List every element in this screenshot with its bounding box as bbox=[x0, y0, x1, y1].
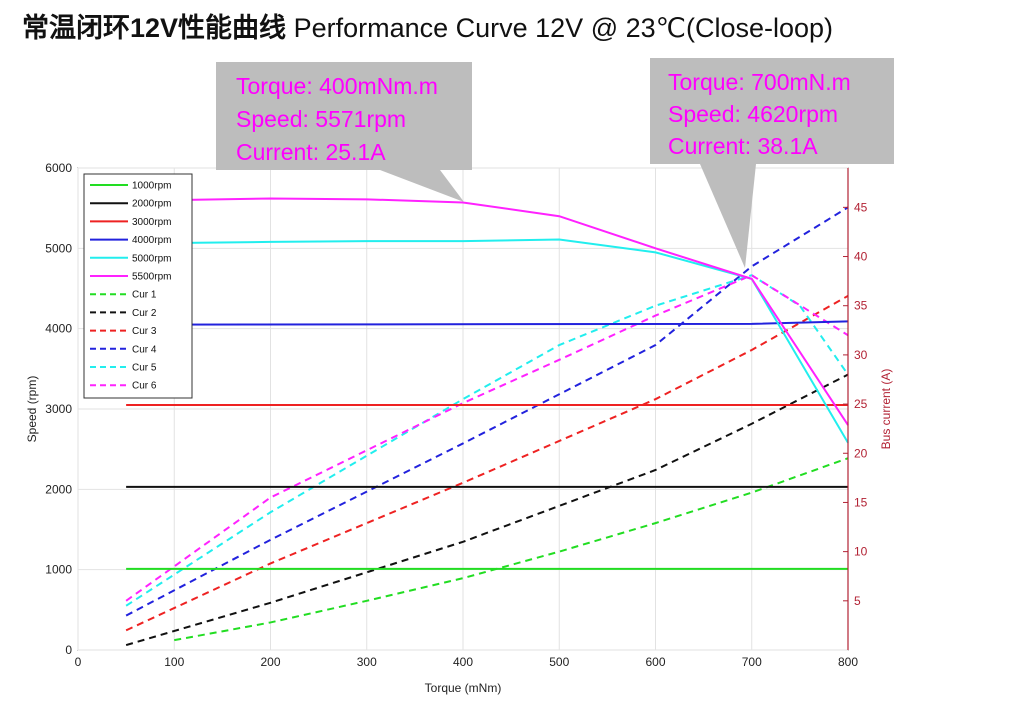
legend-label: Cur 5 bbox=[132, 363, 157, 374]
x-axis-ticks: 0 100 200 300 400 500 600 700 800 bbox=[75, 655, 859, 669]
y-tick-label: 4000 bbox=[45, 322, 72, 336]
legend-label: Cur 3 bbox=[132, 326, 157, 337]
y2-tick-label: 40 bbox=[854, 250, 868, 264]
y2-axis-ticks: 5 10 15 20 25 30 35 40 45 bbox=[843, 200, 868, 608]
y-tick-label: 1000 bbox=[45, 563, 72, 577]
legend-label: Cur 4 bbox=[132, 344, 157, 355]
speed-series-line-4000rpm bbox=[126, 320, 849, 326]
axes: 0 100 200 300 400 500 600 700 800 0 1000 2000 3000 4… bbox=[25, 161, 893, 695]
callout-2-speed: Speed: 4620rpm bbox=[668, 101, 838, 127]
current-series-line-4 bbox=[125, 206, 849, 617]
y-tick-label: 2000 bbox=[45, 482, 72, 496]
x-tick-label: 400 bbox=[453, 655, 473, 669]
speed-series-line-5500rpm bbox=[126, 197, 849, 426]
legend: 1000rpm 2000rpm 3000rpm 4000rpm 5000rpm 5500r… bbox=[83, 173, 193, 399]
y-axis-label: Speed (rpm) bbox=[25, 376, 39, 443]
legend-label: 5500rpm bbox=[132, 272, 171, 283]
y2-tick-label: 5 bbox=[854, 594, 861, 608]
y-tick-label: 5000 bbox=[45, 241, 72, 255]
legend-box bbox=[83, 173, 193, 399]
legend-label: 5000rpm bbox=[132, 253, 171, 264]
callout-400: Torque: 400mNm.m Speed: 5571rpm Current:… bbox=[216, 62, 472, 202]
current-series-line-3 bbox=[125, 295, 849, 632]
current-series-line-6 bbox=[125, 274, 849, 602]
legend-label: Cur 1 bbox=[132, 290, 157, 301]
callout-1-torque: Torque: 400mNm.m bbox=[236, 73, 438, 99]
x-tick-label: 200 bbox=[260, 655, 280, 669]
current-series-line-2 bbox=[125, 373, 849, 647]
x-tick-label: 500 bbox=[549, 655, 569, 669]
x-tick-label: 800 bbox=[838, 655, 858, 669]
x-tick-label: 600 bbox=[645, 655, 665, 669]
callout-700: Torque: 700mN.m Speed: 4620rpm Current: … bbox=[650, 58, 894, 268]
legend-label: 2000rpm bbox=[132, 199, 171, 210]
y-tick-label: 6000 bbox=[45, 161, 72, 175]
x-tick-label: 300 bbox=[357, 655, 377, 669]
current-series-line-5 bbox=[125, 274, 849, 607]
legend-label: Cur 2 bbox=[132, 308, 157, 319]
y-axis-ticks: 0 1000 2000 3000 4000 5000 6000 bbox=[45, 161, 72, 657]
y2-tick-label: 45 bbox=[854, 200, 868, 214]
callout-box-1 bbox=[216, 62, 472, 170]
callout-1-speed: Speed: 5571rpm bbox=[236, 106, 406, 132]
chart-title: 常温闭环12V性能曲线 Performance Curve 12V @ 23℃(… bbox=[22, 6, 833, 45]
callouts: Torque: 400mNm.m Speed: 5571rpm Current:… bbox=[216, 58, 894, 268]
callout-pointer-2 bbox=[700, 164, 756, 268]
legend-label: Cur 6 bbox=[132, 381, 157, 392]
y2-tick-label: 15 bbox=[854, 495, 868, 509]
legend-label: 4000rpm bbox=[132, 235, 171, 246]
y2-tick-label: 20 bbox=[854, 446, 868, 460]
x-tick-label: 100 bbox=[164, 655, 184, 669]
callout-pointer-1 bbox=[380, 170, 464, 202]
callout-1-current: Current: 25.1A bbox=[236, 139, 386, 165]
series-group bbox=[125, 197, 849, 647]
y-tick-label: 3000 bbox=[45, 402, 72, 416]
y2-axis-label: Bus current (A) bbox=[879, 369, 893, 450]
legend-label: 1000rpm bbox=[132, 181, 171, 192]
x-axis-label: Torque (mNm) bbox=[425, 681, 502, 695]
y2-tick-label: 35 bbox=[854, 299, 868, 313]
title-english: Performance Curve 12V @ 23℃(Close-loop) bbox=[293, 13, 834, 43]
current-series-line-1 bbox=[174, 457, 849, 642]
title-chinese: 常温闭环12V性能曲线 bbox=[22, 13, 287, 43]
x-tick-label: 700 bbox=[742, 655, 762, 669]
callout-2-current: Current: 38.1A bbox=[668, 133, 818, 159]
y2-tick-label: 30 bbox=[854, 348, 868, 362]
x-tick-label: 0 bbox=[75, 655, 82, 669]
y2-tick-label: 10 bbox=[854, 545, 868, 559]
y2-tick-label: 25 bbox=[854, 397, 868, 411]
legend-label: 3000rpm bbox=[132, 217, 171, 228]
callout-box-2 bbox=[650, 58, 894, 164]
callout-2-torque: Torque: 700mN.m bbox=[668, 69, 851, 95]
y-tick-label: 0 bbox=[65, 643, 72, 657]
